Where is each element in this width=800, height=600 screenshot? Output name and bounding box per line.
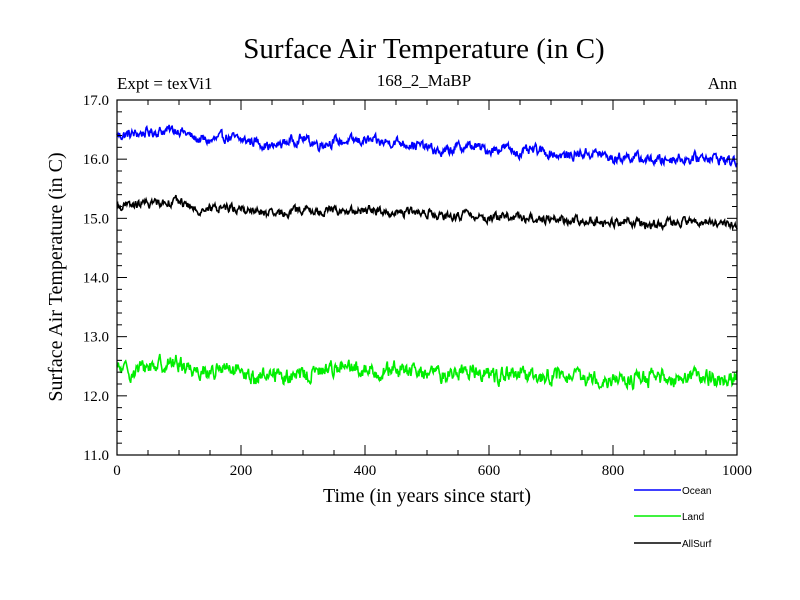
chart-subtitle: 168_2_MaBP (377, 71, 471, 90)
x-axis-label: Time (in years since start) (323, 485, 531, 507)
legend-label-land: Land (682, 512, 704, 523)
legend-label-ocean: Ocean (682, 486, 711, 497)
y-axis: 11.0 12.0 13.0 14.0 15.0 16.0 17.0 (83, 93, 737, 464)
y-tick-label: 13.0 (83, 330, 109, 346)
x-axis: 0 200 400 600 800 1000 (113, 100, 752, 479)
y-tick-label: 12.0 (83, 389, 109, 405)
series-line-ocean (116, 124, 738, 168)
plot-lines (116, 124, 738, 391)
x-tick-label: 600 (478, 463, 501, 479)
y-tick-label: 17.0 (83, 93, 109, 109)
y-tick-label: 16.0 (83, 152, 109, 168)
series-line-land (116, 353, 738, 391)
series-line-allsurf (116, 194, 738, 232)
plot-frame (116, 99, 738, 456)
expt-label: Expt = texVi1 (117, 74, 212, 93)
legend-label-allsurf: AllSurf (682, 539, 712, 550)
y-tick-label: 14.0 (83, 271, 109, 287)
period-label: Ann (708, 74, 738, 93)
x-tick-label: 400 (354, 463, 377, 479)
x-tick-label: 1000 (722, 463, 752, 479)
y-axis-label: Surface Air Temperature (in C) (45, 152, 67, 401)
y-tick-label: 15.0 (83, 211, 109, 227)
x-tick-label: 0 (113, 463, 121, 479)
y-tick-label: 11.0 (83, 448, 109, 464)
chart-title: Surface Air Temperature (in C) (243, 33, 604, 65)
x-tick-label: 200 (230, 463, 253, 479)
x-tick-label: 800 (602, 463, 625, 479)
legend: Ocean Land AllSurf (634, 486, 712, 550)
